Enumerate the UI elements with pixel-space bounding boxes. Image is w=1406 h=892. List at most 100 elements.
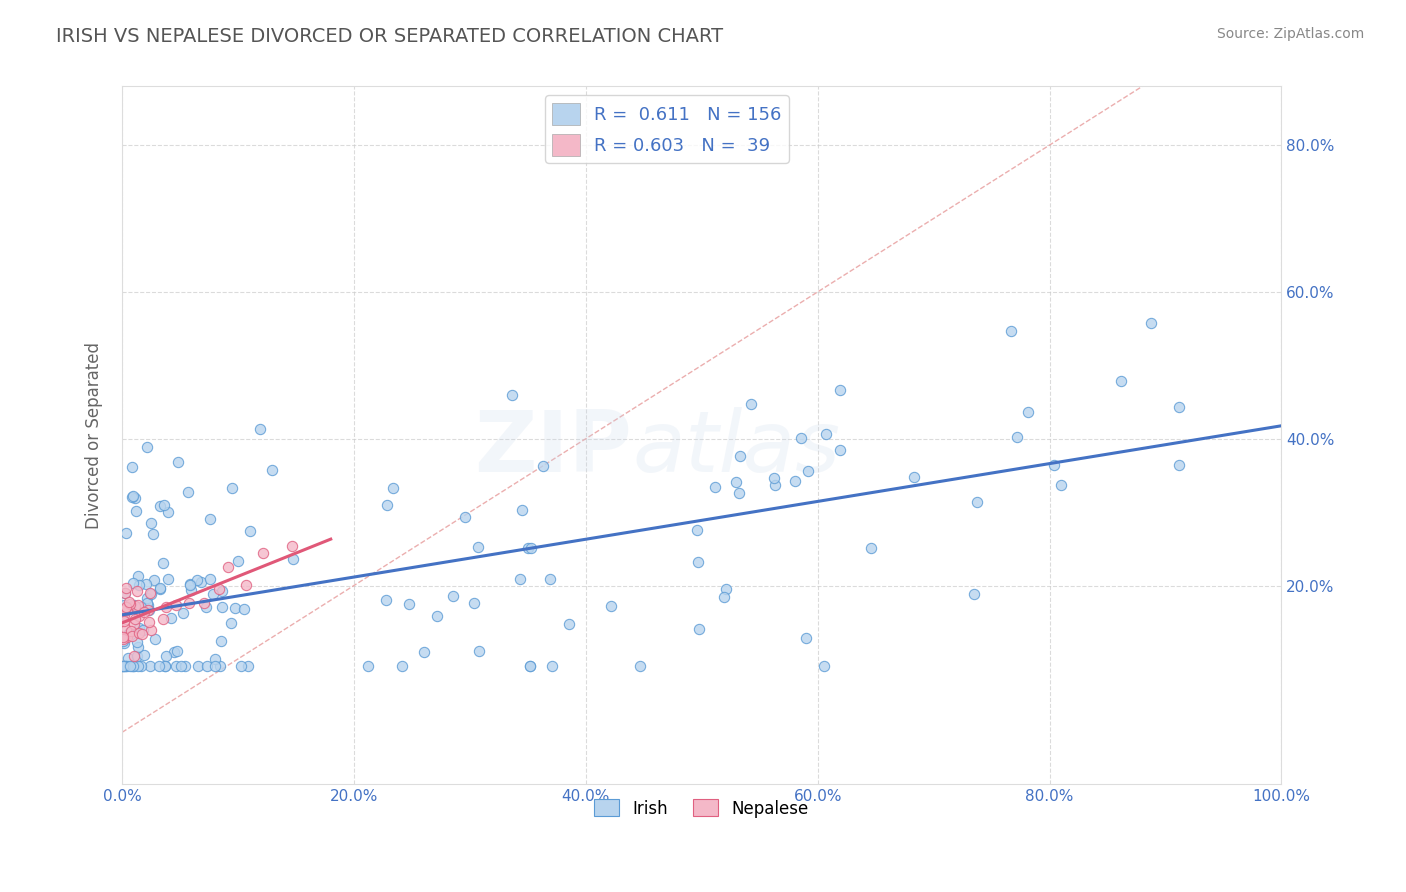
Point <box>688 623 710 637</box>
Point <box>167 455 190 469</box>
Point <box>127 599 149 613</box>
Point <box>454 510 477 524</box>
Point <box>252 546 274 560</box>
Point <box>468 644 491 658</box>
Point <box>122 659 145 673</box>
Point <box>1000 324 1022 338</box>
Point <box>149 582 172 597</box>
Point <box>149 500 172 514</box>
Point <box>685 523 707 537</box>
Point <box>114 659 136 673</box>
Point <box>730 449 752 463</box>
Point <box>281 552 304 566</box>
Point <box>157 572 180 586</box>
Point <box>830 383 852 397</box>
Point <box>157 505 180 519</box>
Point <box>783 475 806 489</box>
Point <box>153 659 176 673</box>
Point <box>125 583 148 598</box>
Point <box>1167 400 1189 414</box>
Point <box>860 541 883 555</box>
Point <box>160 611 183 625</box>
Point <box>118 597 141 611</box>
Point <box>136 441 159 455</box>
Point <box>163 644 186 658</box>
Point <box>195 599 218 614</box>
Point <box>814 426 837 441</box>
Point <box>134 648 156 663</box>
Point <box>125 504 148 518</box>
Point <box>138 659 160 673</box>
Point <box>1049 478 1071 492</box>
Point <box>391 659 413 673</box>
Point <box>111 659 134 673</box>
Point <box>686 556 709 570</box>
Point <box>501 388 523 402</box>
Text: Source: ZipAtlas.com: Source: ZipAtlas.com <box>1216 27 1364 41</box>
Point <box>1005 429 1028 443</box>
Point <box>115 525 138 540</box>
Point <box>127 659 149 673</box>
Point <box>208 582 231 596</box>
Point <box>152 557 174 571</box>
Point <box>813 659 835 673</box>
Point <box>224 600 246 615</box>
Point <box>121 659 143 673</box>
Point <box>186 573 208 587</box>
Point <box>118 659 141 673</box>
Point <box>165 659 187 673</box>
Point <box>128 626 150 640</box>
Point <box>382 481 405 495</box>
Point <box>903 470 925 484</box>
Point <box>112 607 135 622</box>
Point <box>111 659 134 673</box>
Point <box>228 554 250 568</box>
Point <box>398 597 420 611</box>
Point <box>112 614 135 628</box>
Point <box>117 625 139 640</box>
Point <box>219 615 242 630</box>
Point <box>132 623 155 637</box>
Point <box>628 659 651 673</box>
Point <box>794 631 817 645</box>
Point <box>509 572 531 586</box>
Point <box>209 634 232 648</box>
Point <box>132 605 155 619</box>
Point <box>1017 404 1039 418</box>
Point <box>135 576 157 591</box>
Point <box>540 659 562 673</box>
Point <box>177 596 200 610</box>
Point <box>193 595 215 609</box>
Point <box>204 652 226 666</box>
Point <box>115 622 138 636</box>
Point <box>195 659 218 673</box>
Point <box>155 648 177 663</box>
Point <box>187 659 209 673</box>
Point <box>356 659 378 673</box>
Point <box>789 431 811 445</box>
Point <box>153 659 176 673</box>
Point <box>538 572 561 586</box>
Point <box>135 591 157 605</box>
Point <box>148 659 170 673</box>
Point <box>600 599 623 614</box>
Point <box>149 581 172 595</box>
Point <box>713 590 735 604</box>
Point <box>138 615 160 630</box>
Point <box>114 586 136 600</box>
Point <box>165 598 187 612</box>
Point <box>963 587 986 601</box>
Point <box>233 602 256 616</box>
Point <box>703 480 725 494</box>
Point <box>217 560 239 574</box>
Point <box>179 577 201 591</box>
Point <box>125 635 148 649</box>
Point <box>828 443 851 458</box>
Point <box>142 573 165 587</box>
Point <box>121 490 143 504</box>
Point <box>124 599 146 613</box>
Point <box>239 524 262 538</box>
Point <box>136 596 159 610</box>
Point <box>138 602 160 616</box>
Point <box>111 659 134 673</box>
